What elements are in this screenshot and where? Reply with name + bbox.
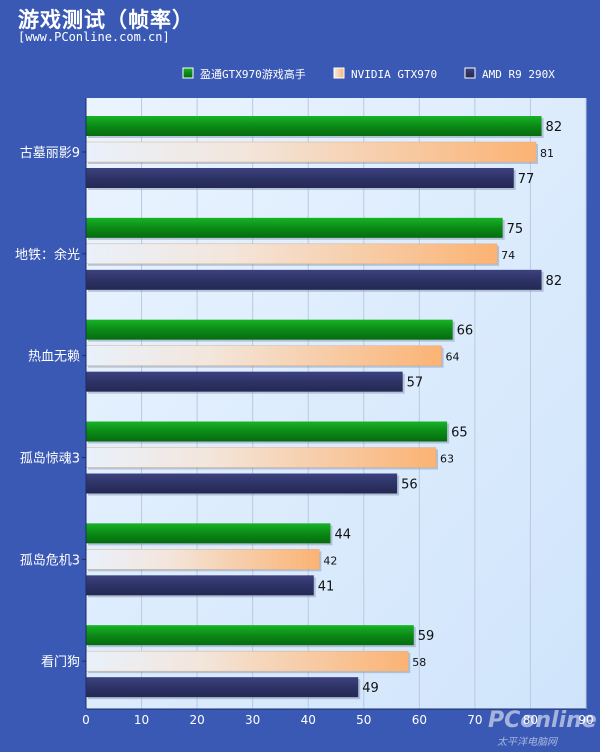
value-label-nvidia-0: 81 [540,147,554,160]
legend-label-nvidia: NVIDIA GTX970 [351,68,437,81]
x-tick-label-70: 70 [467,713,482,727]
bar-nvidia-3 [85,447,437,468]
x-tick-label-50: 50 [356,713,371,727]
bar-nvidia-0 [85,141,537,163]
bar-yeston-1 [86,217,503,238]
x-tick-label-60: 60 [412,713,427,727]
bar-nvidia-2 [85,345,442,366]
bar-amd-0 [86,168,514,188]
bar-nvidia-1 [85,243,498,265]
value-label-nvidia-4: 42 [323,554,337,567]
bar-yeston-4 [86,523,331,544]
bars [85,116,544,700]
value-label-nvidia-1: 74 [501,249,515,262]
x-tick-label-20: 20 [189,713,204,727]
plot-area [86,98,586,709]
category-label-4: 孤岛危机3 [20,552,80,568]
value-label-amd-2: 57 [407,376,424,391]
category-label-2: 热血无赖 [28,350,80,365]
value-label-amd-5: 49 [362,681,379,696]
legend-swatch-nvidia [333,67,345,79]
legend-label-amd: AMD R9 290X [482,68,555,81]
x-tick-label-40: 40 [301,713,316,727]
x-tick-label-0: 0 [82,713,90,727]
category-label-1: 地铁：余光 [15,247,80,263]
bar-yeston-2 [86,319,453,340]
value-label-yeston-4: 44 [334,527,351,542]
value-label-yeston-3: 65 [451,426,468,441]
category-label-3: 孤岛惊魂3 [20,451,80,467]
value-label-nvidia-2: 64 [446,351,460,364]
bar-amd-5 [86,677,359,698]
value-label-yeston-2: 66 [457,324,474,339]
value-label-nvidia-3: 63 [440,453,454,466]
source-url: [www.PConline.com.cn] [18,30,170,44]
value-label-yeston-1: 75 [507,222,524,237]
x-tick-label-30: 30 [245,713,260,727]
value-label-amd-1: 82 [546,274,563,289]
bar-amd-2 [86,371,403,392]
value-label-amd-4: 41 [318,579,335,594]
page-title: 游戏测试（帧率） [18,8,194,32]
watermark-sub: 太平洋电脑网 [497,736,559,748]
bar-amd-4 [86,575,314,596]
x-tick-label-10: 10 [134,713,149,727]
x-tick-labels: 0 10 20 30 40 50 60 70 80 90 [82,713,593,727]
x-tick-label-90: 90 [578,713,593,727]
watermark-brand: PConline [488,708,597,733]
bar-amd-1 [86,269,542,290]
value-label-amd-0: 77 [518,172,535,187]
bar-nvidia-5 [85,650,409,672]
legend-label-yeston: 盈通GTX970游戏高手 [200,67,306,81]
legend: 盈通GTX970游戏高手 NVIDIA GTX970 AMD R9 290X [182,67,555,81]
legend-swatch-amd [464,67,476,79]
grid-lines [141,98,587,709]
value-label-amd-3: 56 [401,478,418,493]
category-label-5: 看门狗 [41,654,80,670]
legend-swatch-yeston [182,67,194,79]
bar-yeston-0 [86,116,542,136]
value-labels: 82 81 77 75 74 82 66 64 57 65 63 56 44 42 41 59 58 49 [318,120,562,696]
value-label-yeston-5: 59 [418,629,435,644]
x-tick-label-80: 80 [523,713,538,727]
bar-amd-3 [86,473,398,494]
category-label-0: 古墓丽影9 [20,146,80,161]
bar-nvidia-4 [85,549,320,570]
value-label-yeston-0: 82 [546,120,563,135]
bar-yeston-3 [86,421,448,442]
value-label-nvidia-5: 58 [412,656,426,669]
pconline-watermark: PConline 太平洋电脑网 [488,708,597,748]
bar-yeston-5 [86,625,414,646]
